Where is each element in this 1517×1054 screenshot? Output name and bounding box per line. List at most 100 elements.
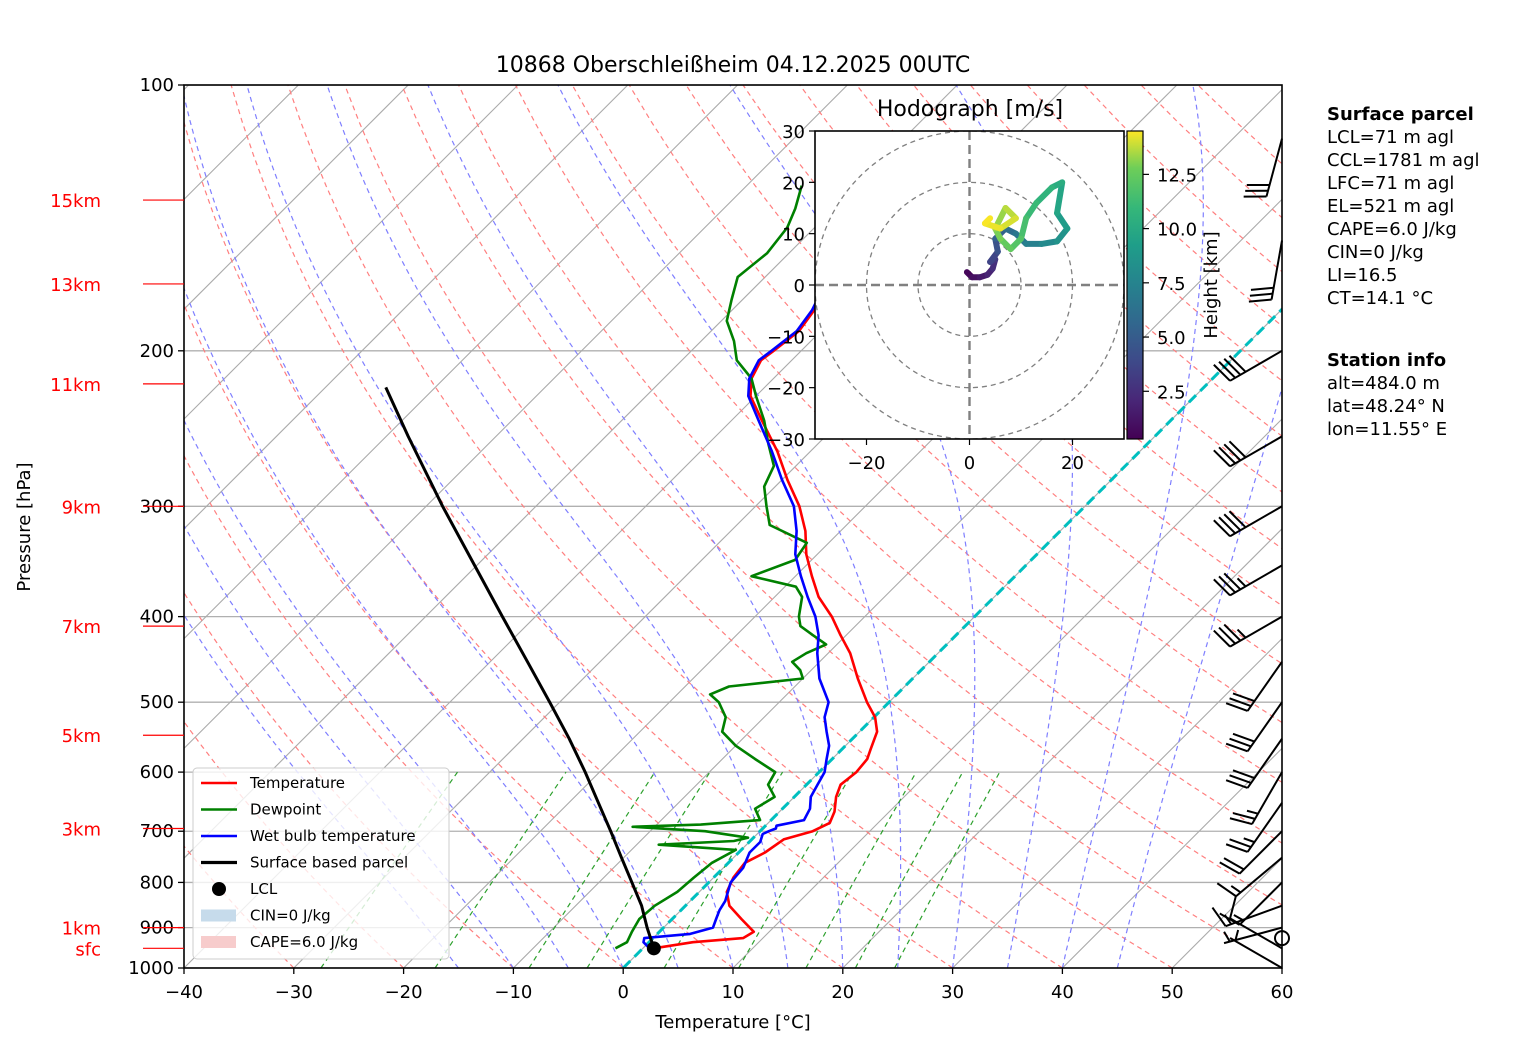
mixing-ratio-line <box>434 771 567 968</box>
x-tick-label: −40 <box>165 982 203 1003</box>
colorbar-tick-label: 2.5 <box>1157 382 1186 403</box>
x-tick-label: 20 <box>831 982 854 1003</box>
barb-feather <box>1232 692 1255 703</box>
height-label: 1km <box>62 919 101 940</box>
height-label: 13km <box>50 275 101 296</box>
wind-barb <box>1229 771 1283 826</box>
height-label: 9km <box>62 497 101 518</box>
barb-feather <box>1223 623 1242 642</box>
colorbar-tick-label: 10.0 <box>1157 220 1197 241</box>
wind-barb <box>1225 701 1283 753</box>
info-panel: Surface parcel LCL=71 m agl CCL=1781 m a… <box>1327 103 1480 310</box>
isotherm <box>184 85 738 640</box>
station-info-heading: Station info <box>1327 350 1447 371</box>
mixing-ratio-line <box>586 771 711 968</box>
station-alt: alt=484.0 m <box>1327 373 1440 394</box>
legend-label: Wet bulb temperature <box>250 827 416 845</box>
barb-feather <box>1229 737 1252 748</box>
hodograph-y-tick-label: 0 <box>794 276 805 297</box>
y-axis-label: Pressure [hPa] <box>14 462 35 591</box>
cin-value: CIN=0 J/kg <box>1327 242 1424 263</box>
lcl-value: LCL=71 m agl <box>1327 127 1455 148</box>
isotherm <box>184 85 409 310</box>
wind-barb <box>1274 930 1290 947</box>
legend-label: CAPE=6.0 J/kg <box>250 933 358 951</box>
barb-feather <box>1211 906 1227 927</box>
legend-swatch <box>212 882 226 896</box>
station-panel: Station info alt=484.0 m lat=48.24° N lo… <box>1327 349 1447 441</box>
legend-label: Dewpoint <box>250 801 321 819</box>
el-value: EL=521 m agl <box>1327 196 1455 217</box>
station-lon: lon=11.55° E <box>1327 419 1448 440</box>
y-tick-label: 500 <box>140 692 174 713</box>
barb-shaft <box>1246 701 1283 752</box>
barb-shaft <box>1229 615 1283 648</box>
hodograph-segment <box>1018 215 1030 242</box>
x-tick-label: 50 <box>1161 982 1184 1003</box>
hodograph: Hodograph [m/s] −20 0 20 30 20 10 0 −10 −20 −30 2… <box>767 97 1222 474</box>
dry-adiabat <box>287 85 1063 968</box>
barb-feather <box>1232 732 1255 743</box>
colorbar <box>1126 130 1144 440</box>
surface-parcel-heading: Surface parcel <box>1327 104 1474 125</box>
barb-feather <box>1218 516 1236 535</box>
legend: Temperature Dewpoint Wet bulb temperature S… <box>192 767 450 960</box>
barb-feather <box>1213 578 1231 597</box>
barb-shaft <box>1270 240 1283 300</box>
hodograph-x-tick-label: 0 <box>964 453 975 474</box>
barb-feather <box>1249 292 1273 297</box>
barb-half-feather <box>1246 809 1259 815</box>
hodograph-segment <box>1054 210 1071 232</box>
mixing-ratio-line <box>894 771 1001 968</box>
barb-feather <box>1219 912 1241 926</box>
isotherm <box>184 85 629 530</box>
barb-feather <box>1232 812 1256 820</box>
isotherm <box>184 85 848 750</box>
wind-barb <box>1213 505 1283 538</box>
hodograph-y-tick-label: 30 <box>782 122 805 143</box>
dewpoint-line <box>614 185 828 950</box>
hodograph-segment <box>1033 184 1055 206</box>
hodograph-title: Hodograph [m/s] <box>877 97 1063 122</box>
dry-adiabat <box>856 85 1282 493</box>
barb-feather <box>1218 575 1236 594</box>
isotherm <box>184 85 519 420</box>
y-tick-label: 200 <box>140 341 174 362</box>
wet-bulb-temperature-line <box>642 185 872 950</box>
barb-feather <box>1250 286 1274 291</box>
barb-shaft <box>1238 830 1283 875</box>
barb-shaft <box>1246 738 1283 789</box>
barb-feather <box>1229 838 1252 848</box>
zero-isotherm <box>622 307 1282 968</box>
cape-value: CAPE=6.0 J/kg <box>1327 219 1457 240</box>
barb-shaft <box>1238 881 1283 926</box>
wind-barb <box>1248 240 1283 303</box>
barb-feather <box>1225 702 1248 712</box>
ccl-value: CCL=1781 m agl <box>1327 150 1480 171</box>
height-label: 5km <box>62 726 101 747</box>
height-label: 11km <box>50 375 101 396</box>
barb-feather <box>1229 697 1252 707</box>
barb-shaft <box>1251 771 1283 825</box>
y-tick-label: 400 <box>140 607 174 628</box>
barb-feather <box>1232 769 1255 780</box>
ct-value: CT=14.1 °C <box>1327 288 1434 309</box>
height-label: sfc <box>75 939 101 960</box>
moist-adiabat <box>1061 85 1204 968</box>
moist-adiabat <box>184 418 569 968</box>
barb-half-feather <box>1223 931 1231 943</box>
hodograph-segment <box>1023 199 1040 222</box>
barb-feather <box>1229 817 1253 826</box>
station-lat: lat=48.24° N <box>1327 396 1445 417</box>
hodograph-segment <box>981 215 994 227</box>
barb-feather <box>1213 629 1231 648</box>
x-tick-label: 30 <box>941 982 964 1003</box>
barb-shaft <box>1265 138 1283 197</box>
y-tick-label: 800 <box>140 872 174 893</box>
barb-feather <box>1248 298 1272 303</box>
barb-half-feather <box>1243 837 1255 844</box>
x-tick-label: 10 <box>722 982 745 1003</box>
wind-barb <box>1213 435 1283 468</box>
colorbar-label: Height [km] <box>1201 231 1222 338</box>
